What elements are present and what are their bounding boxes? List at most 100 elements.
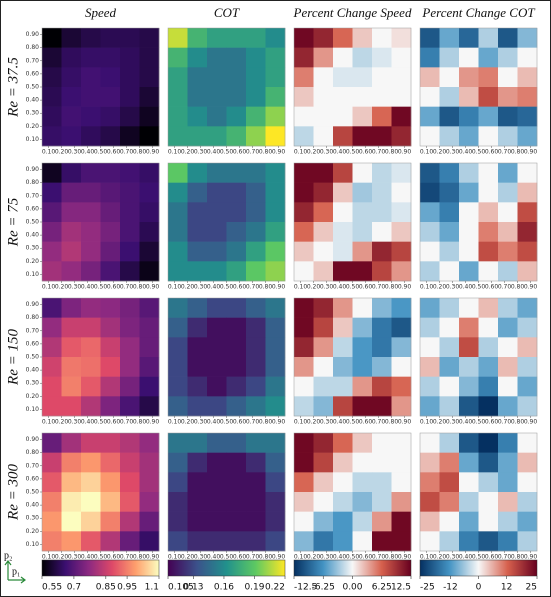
heatmap-cell xyxy=(420,531,440,552)
heatmap-cell xyxy=(42,298,62,318)
heatmap-cell xyxy=(265,222,286,242)
heatmap-cell xyxy=(120,298,140,318)
heatmap-cell xyxy=(420,261,440,282)
heatmap-cell xyxy=(313,317,334,338)
heatmap-cell xyxy=(459,106,479,127)
heatmap-cell xyxy=(246,472,266,493)
heatmap-cell xyxy=(265,298,286,318)
x-tick-label: 0.80 xyxy=(259,419,273,426)
heatmap-cell xyxy=(294,317,314,338)
heatmap-cell xyxy=(265,126,286,147)
y-tick-label: 0.60 xyxy=(26,205,40,212)
heatmap-cell xyxy=(372,531,392,552)
colorbar-tick-label: 0.22 xyxy=(265,583,285,593)
colorbar-tick-label: 25 xyxy=(526,583,537,593)
heatmap-cell xyxy=(352,298,373,318)
heatmap-cell xyxy=(265,376,286,397)
heatmap-cell xyxy=(478,396,499,417)
x-tick-label: 0.30 xyxy=(446,419,460,426)
heatmap-cell xyxy=(517,337,538,358)
heatmap-cell xyxy=(352,241,373,262)
heatmap-cell xyxy=(439,511,460,532)
heatmap-cell xyxy=(207,163,227,183)
heatmap-cell xyxy=(439,261,460,282)
heatmap-cell xyxy=(168,163,188,183)
heatmap-cell xyxy=(265,182,286,203)
heatmap-cell xyxy=(187,396,208,417)
heatmap-cell xyxy=(294,222,314,242)
x-tick-label: 0.80 xyxy=(133,284,147,291)
y-tick-label: 0.80 xyxy=(26,179,40,186)
heatmap-cell xyxy=(313,106,334,127)
heatmap-cell xyxy=(294,511,314,532)
heatmap-cell xyxy=(313,87,334,107)
heatmap-cell xyxy=(120,376,140,397)
heatmap-cell xyxy=(498,376,518,397)
x-tick-label: 0.70 xyxy=(120,419,134,426)
heatmap-cell xyxy=(352,28,373,48)
heatmap-cell xyxy=(391,28,412,48)
heatmap-cell xyxy=(352,163,373,183)
heatmap-cell xyxy=(372,222,392,242)
x-tick-label: 0.90 xyxy=(524,149,538,156)
heatmap-cell xyxy=(81,202,101,223)
heatmap-cell xyxy=(352,261,373,282)
heatmap-cell xyxy=(187,433,208,453)
heatmap-cell xyxy=(61,492,82,512)
heatmap-cell xyxy=(420,472,440,493)
heatmap-cell xyxy=(120,433,140,453)
x-tick-label: 0.50 xyxy=(472,554,486,561)
x-tick-label: 0.20 xyxy=(181,554,195,561)
heatmap-cell xyxy=(498,241,518,262)
heatmap-cell xyxy=(439,28,460,48)
x-tick-label: 0.20 xyxy=(433,419,447,426)
x-tick-label: 0.90 xyxy=(398,284,412,291)
heatmap-cell xyxy=(372,202,392,223)
heatmap-cell xyxy=(478,511,499,532)
y-tick-label: 0.30 xyxy=(26,245,40,252)
colorbar-tick-label: 12 xyxy=(501,583,512,593)
heatmap-cell xyxy=(42,396,62,417)
column-title: Speed xyxy=(85,5,117,20)
y-tick-label: 0.30 xyxy=(26,110,40,117)
heatmap-cell xyxy=(207,182,227,203)
heatmap xyxy=(294,163,412,282)
x-tick-label: 0.60 xyxy=(359,149,373,156)
heatmap-cell xyxy=(187,472,208,493)
heatmap-cell xyxy=(478,126,499,147)
heatmap-cell xyxy=(391,376,412,397)
heatmap-cell xyxy=(265,28,286,48)
heatmap-cell xyxy=(313,298,334,318)
heatmap-cell xyxy=(333,433,353,453)
heatmap-cell xyxy=(313,433,334,453)
x-tick-label: 0.80 xyxy=(385,149,399,156)
heatmap-cell xyxy=(246,163,266,183)
heatmap-cell xyxy=(294,396,314,417)
heatmap-cell xyxy=(265,241,286,262)
heatmap-cell xyxy=(139,452,160,473)
heatmap-cell xyxy=(100,87,121,107)
heatmap-cell xyxy=(391,433,412,453)
heatmap-cell xyxy=(498,261,518,282)
heatmap-cell xyxy=(478,357,499,377)
heatmap-cell xyxy=(168,433,188,453)
heatmap-cell xyxy=(81,337,101,358)
heatmap-cell xyxy=(294,472,314,493)
heatmap-cell xyxy=(294,531,314,552)
heatmap-cell xyxy=(42,433,62,453)
heatmap xyxy=(42,28,160,147)
heatmap-cell xyxy=(439,317,460,338)
colorbar-tick-label: 0.95 xyxy=(117,583,137,593)
heatmap-cell xyxy=(517,126,538,147)
heatmap-cell xyxy=(139,163,160,183)
heatmap-cell xyxy=(226,261,247,282)
heatmap-cell xyxy=(120,472,140,493)
heatmap-cell xyxy=(42,126,62,147)
heatmap-cell xyxy=(139,182,160,203)
heatmap-cell xyxy=(81,298,101,318)
colorbar xyxy=(419,559,538,577)
x-tick-label: 0.50 xyxy=(472,419,486,426)
heatmap-cell xyxy=(226,492,247,512)
heatmap-cell xyxy=(420,433,440,453)
heatmap-cell xyxy=(42,531,62,552)
